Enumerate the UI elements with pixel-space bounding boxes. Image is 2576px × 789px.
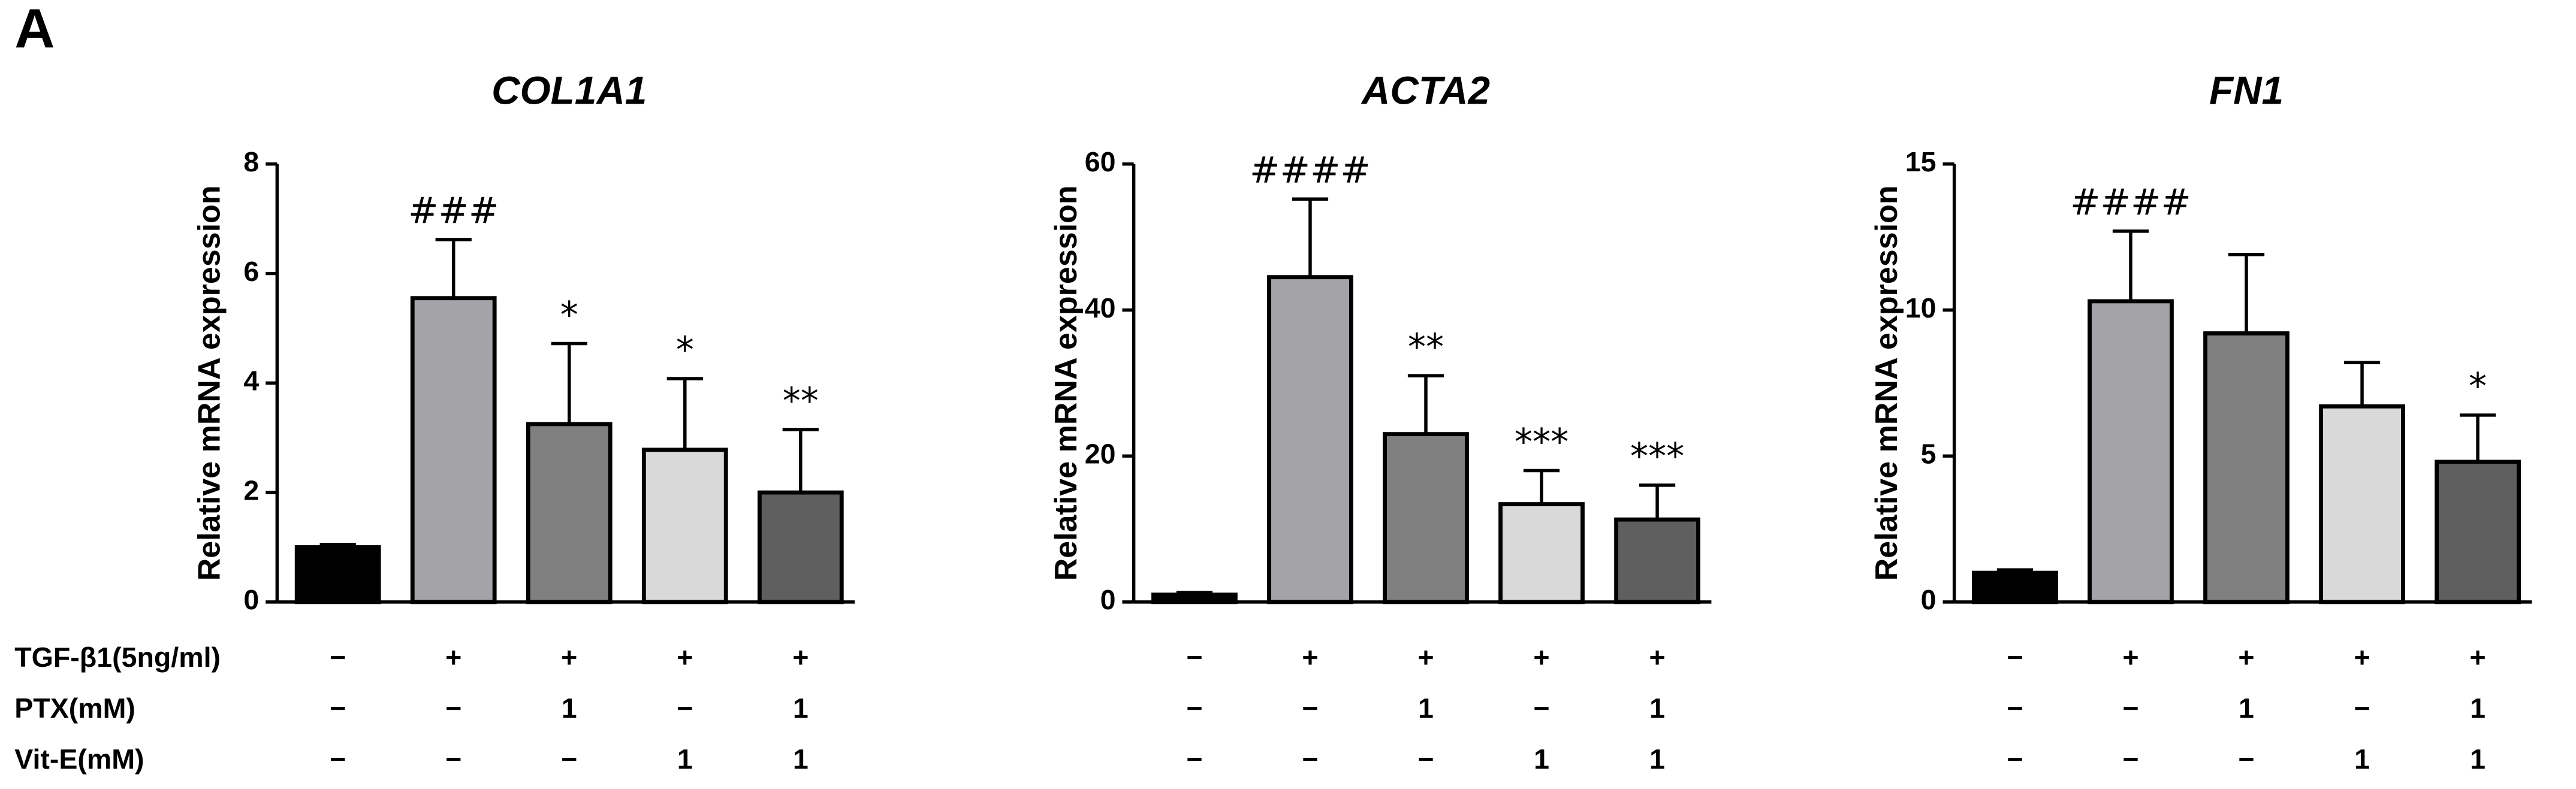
significance: *: [560, 294, 578, 336]
significance: **: [783, 380, 819, 422]
bar: [2319, 404, 2405, 604]
significance: **: [1408, 327, 1444, 368]
row-label: Vit-E(mM): [14, 743, 144, 775]
treatment-cell: 1: [2470, 743, 2485, 775]
treatment-cell: 1: [793, 743, 809, 775]
y-axis-label: Relative mRNA expression: [1869, 185, 1904, 581]
treatment-cell: +: [1302, 642, 1318, 673]
row-label: PTX(mM): [14, 693, 135, 724]
chart-title: ACTA2: [1361, 68, 1490, 112]
chart-title: FN1: [2209, 68, 2284, 112]
y-tick-label: 0: [1921, 584, 1936, 615]
bar: [2088, 299, 2174, 604]
treatment-cell: 1: [2354, 743, 2370, 775]
treatment-cell: 1: [1649, 693, 1665, 724]
y-tick-label: 40: [1085, 292, 1116, 324]
bar: [1151, 592, 1238, 604]
treatment-cell: −: [1186, 642, 1202, 673]
y-tick-label: 0: [243, 584, 259, 615]
y-tick-label: 10: [1905, 292, 1936, 324]
treatment-cell: +: [677, 642, 693, 673]
treatment-cell: −: [2122, 693, 2138, 724]
bar: [2435, 460, 2521, 604]
y-tick-label: 0: [1100, 584, 1116, 615]
treatment-cell: +: [1417, 642, 1434, 673]
y-tick-label: 2: [243, 474, 259, 506]
bar: [1498, 502, 1585, 604]
significance: ####: [1250, 150, 1371, 192]
treatment-cell: 1: [677, 743, 693, 775]
treatment-cell: 1: [562, 693, 577, 724]
treatment-cell: −: [1302, 743, 1318, 775]
significance: *: [676, 329, 694, 371]
y-axis-label: Relative mRNA expression: [1049, 185, 1084, 581]
y-tick-label: 6: [243, 256, 259, 287]
y-tick-label: 5: [1921, 438, 1936, 469]
row-label: TGF-β1(5ng/ml): [14, 642, 221, 673]
treatment-cell: −: [677, 693, 693, 724]
treatment-cell: −: [2238, 743, 2254, 775]
treatment-cell: +: [445, 642, 461, 673]
bar: [1972, 570, 2058, 604]
bar: [1383, 432, 1469, 604]
treatment-cell: −: [1186, 693, 1202, 724]
treatment-cell: −: [2007, 693, 2023, 724]
y-tick-label: 15: [1905, 146, 1936, 177]
significance: ####: [2070, 182, 2191, 224]
bar: [1614, 517, 1700, 604]
significance: ***: [1630, 436, 1684, 478]
treatment-cell: −: [1533, 693, 1549, 724]
treatment-cell: −: [1186, 743, 1202, 775]
bar: [757, 490, 844, 604]
bar: [1267, 275, 1353, 604]
bar: [2203, 331, 2290, 604]
significance: *: [2469, 366, 2487, 408]
panel-label: A: [14, 0, 55, 59]
treatment-cell: +: [2469, 642, 2485, 673]
y-tick-label: 20: [1085, 438, 1116, 469]
treatment-cell: −: [330, 743, 346, 775]
treatment-cell: −: [1417, 743, 1434, 775]
y-axis-label: Relative mRNA expression: [192, 185, 227, 581]
treatment-cell: +: [561, 642, 577, 673]
treatment-cell: 1: [2470, 693, 2485, 724]
treatment-cell: 1: [1534, 743, 1549, 775]
treatment-cell: −: [445, 743, 461, 775]
treatment-cell: −: [2122, 743, 2138, 775]
treatment-cell: −: [330, 693, 346, 724]
treatment-cell: +: [1533, 642, 1549, 673]
treatment-cell: 1: [2239, 693, 2254, 724]
bar: [294, 545, 381, 604]
treatment-cell: +: [2238, 642, 2254, 673]
bar: [410, 296, 497, 604]
treatment-cell: 1: [1418, 693, 1434, 724]
bar: [526, 422, 613, 604]
treatment-cell: 1: [1649, 743, 1665, 775]
significance: ***: [1515, 421, 1568, 463]
y-tick-label: 8: [243, 146, 259, 177]
treatment-cell: 1: [793, 693, 809, 724]
y-tick-label: 60: [1085, 146, 1116, 177]
chart-title: COL1A1: [491, 68, 647, 112]
treatment-cell: −: [2007, 642, 2023, 673]
bar: [641, 448, 728, 604]
y-tick-label: 4: [243, 365, 259, 397]
treatment-cell: −: [561, 743, 577, 775]
treatment-cell: −: [1302, 693, 1318, 724]
treatment-cell: +: [2354, 642, 2370, 673]
treatment-cell: −: [2354, 693, 2370, 724]
treatment-cell: +: [2122, 642, 2138, 673]
treatment-cell: +: [1649, 642, 1665, 673]
significance: ###: [408, 191, 499, 232]
treatment-cell: −: [2007, 743, 2023, 775]
treatment-cell: −: [445, 693, 461, 724]
treatment-cell: −: [330, 642, 346, 673]
treatment-cell: +: [792, 642, 809, 673]
